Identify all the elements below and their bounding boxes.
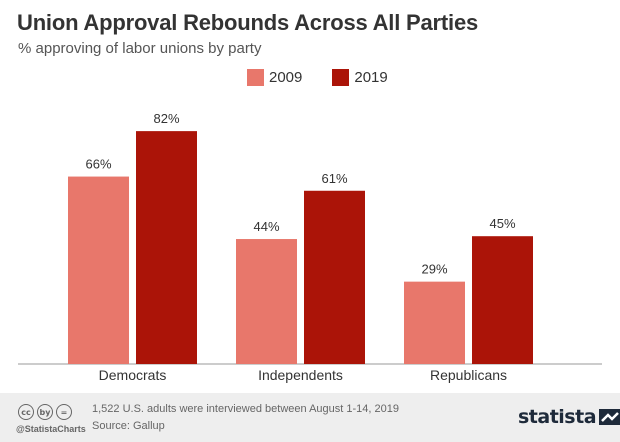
logo-text: statista (518, 406, 597, 428)
data-label-independents-2009: 44% (253, 219, 279, 234)
legend-label-2019: 2019 (354, 69, 388, 86)
data-label-democrats-2009: 66% (85, 157, 111, 172)
bar-republicans-2019 (472, 236, 533, 364)
source-text: Source: Gallup (92, 420, 165, 432)
category-label-republicans: Republicans (430, 367, 507, 383)
license-icons: cc by = (18, 404, 72, 420)
bar-democrats-2019 (136, 131, 197, 364)
attribution-icon: by (37, 404, 53, 420)
category-label-independents: Independents (258, 367, 343, 383)
bar-republicans-2009 (404, 281, 465, 364)
legend-label-2009: 2009 (269, 69, 303, 86)
chart-title: Union Approval Rebounds Across All Parti… (17, 10, 479, 35)
creative-commons-icon: cc (18, 404, 34, 420)
data-label-independents-2019: 61% (321, 171, 347, 186)
legend-swatch-2009 (247, 69, 264, 86)
twitter-handle: @StatistaCharts (16, 424, 86, 434)
legend-item-2009: 2009 (247, 69, 302, 86)
bar-democrats-2009 (68, 176, 129, 364)
survey-note: 1,522 U.S. adults were interviewed betwe… (92, 403, 399, 415)
bar-chart: 66% 82% Democrats 44% 61% Independents 29% 45% R… (18, 111, 602, 383)
category-label-democrats: Democrats (99, 367, 167, 383)
legend-swatch-2019 (332, 69, 350, 86)
bar-independents-2019 (304, 190, 365, 364)
no-derivatives-icon: = (56, 404, 72, 420)
chart-subtitle: % approving of labor unions by party (18, 40, 262, 57)
legend: 2009 2019 (247, 69, 418, 86)
footer: cc by = @StatistaCharts 1,522 U.S. adult… (0, 393, 620, 442)
bar-independents-2009 (236, 239, 297, 364)
legend-item-2019: 2019 (332, 69, 388, 86)
data-label-republicans-2009: 29% (421, 262, 447, 277)
statista-logo: statista (518, 406, 620, 428)
data-label-democrats-2019: 82% (153, 111, 179, 126)
statista-logo-icon (599, 409, 620, 425)
data-label-republicans-2019: 45% (489, 216, 515, 231)
